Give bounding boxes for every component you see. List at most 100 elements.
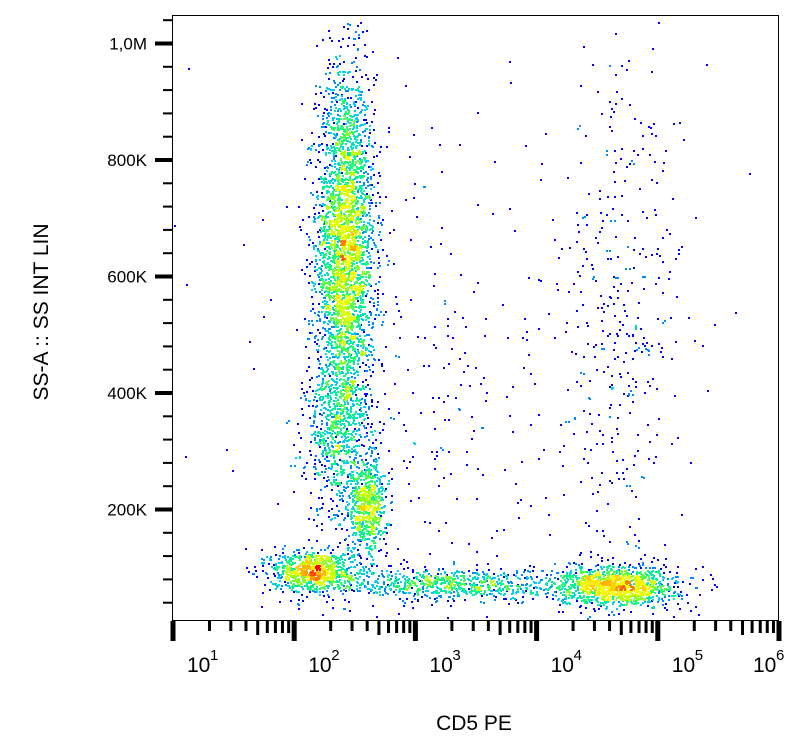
data-point [368, 143, 370, 145]
data-point [606, 154, 608, 156]
data-point [335, 354, 337, 356]
data-point [352, 521, 354, 523]
data-point [289, 587, 291, 589]
data-point [651, 577, 653, 579]
data-point [677, 581, 679, 583]
data-point [339, 55, 341, 57]
data-point [482, 474, 484, 476]
data-point [451, 572, 453, 574]
data-point [379, 481, 381, 483]
data-point [388, 131, 390, 133]
data-point [352, 405, 354, 407]
data-point [384, 590, 386, 592]
data-point [333, 587, 335, 589]
data-point [285, 559, 287, 561]
data-point [570, 575, 572, 577]
data-point [366, 247, 368, 249]
data-point [314, 221, 316, 223]
data-point [397, 570, 399, 572]
data-point [429, 553, 431, 555]
data-point [358, 226, 360, 228]
data-point [335, 374, 337, 376]
data-point [347, 549, 349, 551]
data-point [457, 577, 459, 579]
data-point [310, 192, 312, 194]
data-point [483, 573, 485, 575]
data-point [318, 151, 320, 153]
data-point [473, 430, 475, 432]
data-point [417, 336, 419, 338]
data-point [333, 312, 335, 314]
data-point [495, 590, 497, 592]
data-point [353, 44, 355, 46]
data-point [370, 545, 372, 547]
data-point [313, 285, 315, 287]
data-point [551, 570, 553, 572]
data-point [366, 108, 368, 110]
data-point [342, 80, 344, 82]
data-point [482, 427, 484, 429]
data-point [351, 333, 353, 335]
data-point [348, 37, 350, 39]
data-point [353, 359, 355, 361]
data-point [304, 395, 306, 397]
data-point [393, 323, 395, 325]
data-point [326, 356, 328, 358]
data-point [601, 113, 603, 115]
data-point [399, 588, 401, 590]
data-point [357, 279, 359, 281]
data-point [358, 34, 360, 36]
data-point [598, 414, 600, 416]
data-point [358, 188, 360, 190]
data-point [359, 112, 361, 114]
data-point [275, 554, 277, 556]
data-point [639, 253, 641, 255]
data-point [316, 540, 318, 542]
data-point [480, 601, 482, 603]
data-point [535, 594, 537, 596]
data-point [404, 586, 406, 588]
data-point [355, 394, 357, 396]
data-point [334, 432, 336, 434]
data-point [354, 356, 356, 358]
data-point [305, 553, 307, 555]
data-point [362, 385, 364, 387]
data-point [485, 318, 487, 320]
data-point [338, 313, 340, 315]
data-point [361, 413, 363, 415]
data-point [326, 266, 328, 268]
data-point [327, 397, 329, 399]
data-point [341, 513, 343, 515]
data-point [304, 318, 306, 320]
data-point [338, 490, 340, 492]
data-point [651, 574, 653, 576]
data-point [341, 140, 343, 142]
data-point [528, 354, 530, 356]
data-point [647, 424, 649, 426]
data-point [476, 592, 478, 594]
data-point [413, 577, 415, 579]
data-point [331, 336, 333, 338]
data-point [347, 409, 349, 411]
data-point [494, 599, 496, 601]
data-point [356, 139, 358, 141]
data-point [607, 305, 609, 307]
data-point [613, 171, 615, 173]
data-point [484, 590, 486, 592]
data-point [337, 236, 339, 238]
data-point [344, 336, 346, 338]
data-point [303, 472, 305, 474]
data-point [328, 115, 330, 117]
data-point [446, 580, 448, 582]
data-point [346, 411, 348, 413]
data-point [476, 584, 478, 586]
data-point [586, 322, 588, 324]
data-point [397, 586, 399, 588]
data-point [340, 466, 342, 468]
data-point [354, 158, 356, 160]
data-point [296, 556, 298, 558]
data-point [333, 514, 335, 516]
data-point [407, 567, 409, 569]
data-point [368, 140, 370, 142]
data-point [355, 161, 357, 163]
